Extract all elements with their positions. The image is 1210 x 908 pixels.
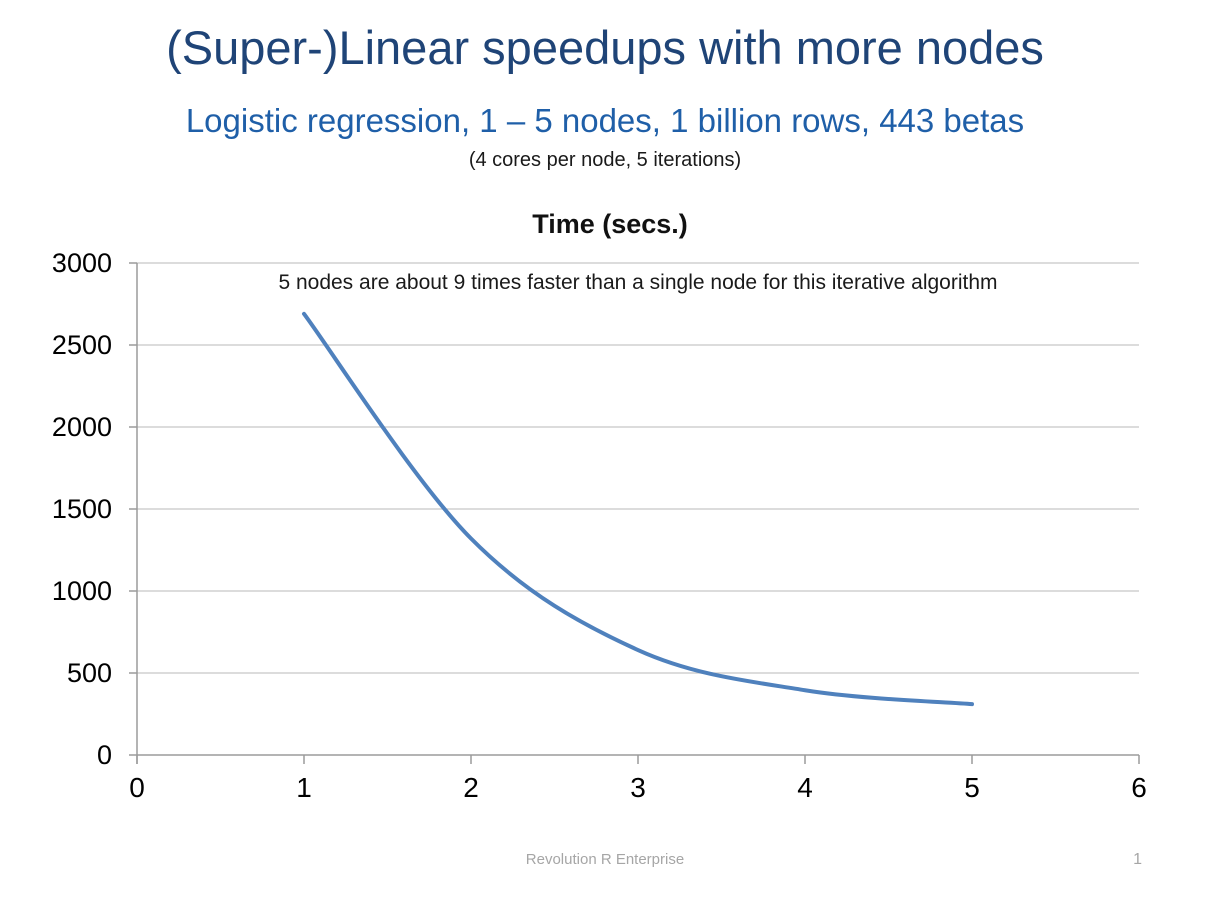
x-tick-label: 0 — [129, 772, 145, 803]
y-tick-label: 3000 — [52, 248, 112, 278]
x-tick-label: 2 — [463, 772, 479, 803]
y-tick-label: 500 — [67, 658, 112, 688]
slide-subtitle: Logistic regression, 1 – 5 nodes, 1 bill… — [185, 102, 1025, 139]
y-tick-label: 1000 — [52, 576, 112, 606]
y-tick-label: 1500 — [52, 494, 112, 524]
x-tick-label: 3 — [630, 772, 646, 803]
x-tick-label: 4 — [797, 772, 813, 803]
chart-title: Time (secs.) — [532, 209, 688, 239]
series-line — [302, 311, 974, 707]
slide-title: (Super-)Linear speedups with more nodes — [166, 21, 1044, 74]
x-tick-label: 1 — [296, 772, 312, 803]
y-tick-label: 2500 — [52, 330, 112, 360]
y-tick-label: 0 — [97, 740, 112, 770]
x-tick-label: 5 — [964, 772, 980, 803]
y-tick-label: 2000 — [52, 412, 112, 442]
chart-annotation: 5 nodes are about 9 times faster than a … — [278, 271, 998, 294]
x-tick-label: 6 — [1131, 772, 1147, 803]
slide-subnote: (4 cores per node, 5 iterations) — [468, 149, 742, 171]
footer-text: Revolution R Enterprise — [525, 851, 685, 868]
page-number: 1 — [1133, 851, 1142, 868]
